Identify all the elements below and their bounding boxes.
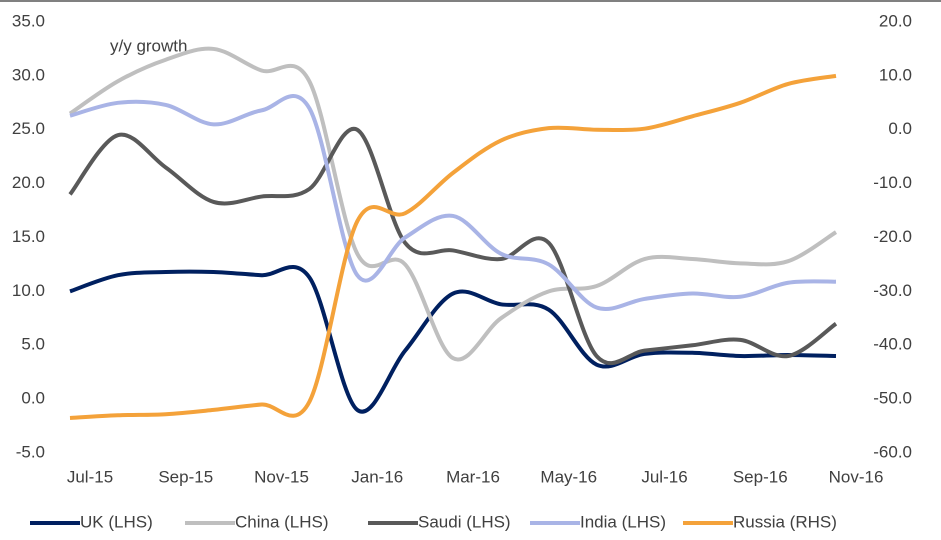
y2-tick-label: 0.0 <box>888 119 912 138</box>
y-tick-label: -5.0 <box>16 442 45 461</box>
x-tick-label: Sep-16 <box>733 467 788 486</box>
y2-tick-label: -40.0 <box>873 335 912 354</box>
legend-label: UK (LHS) <box>80 512 153 531</box>
x-tick-label: Mar-16 <box>446 467 500 486</box>
legend-label: India (LHS) <box>580 512 666 531</box>
x-tick-label: Nov-15 <box>254 467 309 486</box>
series-line <box>69 265 837 414</box>
legend-label: China (LHS) <box>235 512 329 531</box>
x-tick-label: Jul-16 <box>641 467 687 486</box>
y-tick-label: 35.0 <box>12 11 45 30</box>
x-tick-label: Jan-16 <box>351 467 403 486</box>
y2-tick-label: -60.0 <box>873 442 912 461</box>
x-tick-label: Jul-15 <box>67 467 113 486</box>
y2-tick-label: 10.0 <box>879 65 912 84</box>
y2-tick-label: -50.0 <box>873 389 912 408</box>
series-line <box>69 93 837 311</box>
y-tick-label: 25.0 <box>12 119 45 138</box>
x-tick-label: Sep-15 <box>158 467 213 486</box>
legend-label: Saudi (LHS) <box>418 512 511 531</box>
y2-tick-label: -20.0 <box>873 227 912 246</box>
y-tick-label: 30.0 <box>12 65 45 84</box>
series-line <box>69 73 837 420</box>
y-tick-label: 20.0 <box>12 173 45 192</box>
y2-tick-label: -30.0 <box>873 281 912 300</box>
y-tick-label: 5.0 <box>21 335 45 354</box>
y-tick-label: 15.0 <box>12 227 45 246</box>
x-tick-label: May-16 <box>540 467 597 486</box>
y-tick-label: 0.0 <box>21 389 45 408</box>
series-line <box>68 46 838 362</box>
y-tick-label: 10.0 <box>12 281 45 300</box>
x-tick-label: Nov-16 <box>829 467 884 486</box>
legend-label: Russia (RHS) <box>733 512 837 531</box>
annotation: y/y growth <box>110 36 187 55</box>
y2-tick-label: 20.0 <box>879 11 912 30</box>
series-line <box>68 126 838 366</box>
y2-tick-label: -10.0 <box>873 173 912 192</box>
